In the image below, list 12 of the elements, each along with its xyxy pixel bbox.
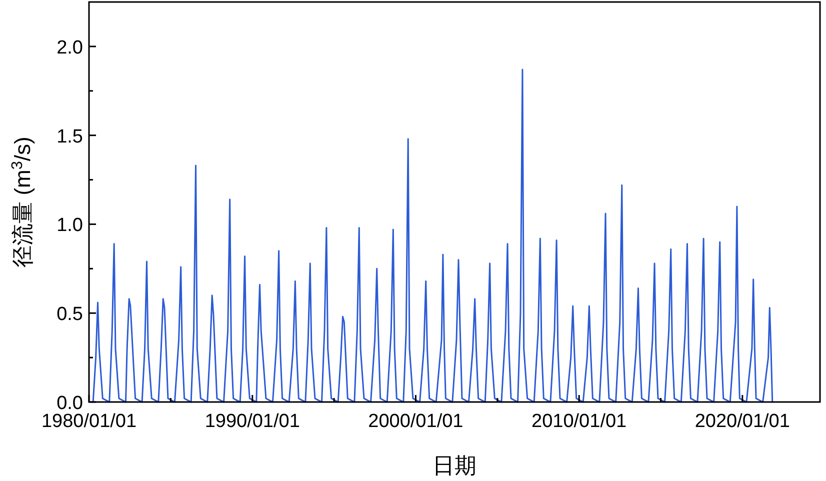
x-tick-label: 2000/01/01 [368, 411, 464, 432]
y-tick-label: 1.5 [56, 126, 83, 148]
x-tick-label: 2020/01/01 [694, 411, 790, 432]
line-series [92, 68, 774, 403]
y-tick-label: 2.0 [56, 37, 83, 58]
x-tick-label: 2010/01/01 [532, 411, 627, 432]
y-tick-label: 0.0 [56, 393, 83, 414]
y-tick-label: 0.5 [56, 304, 83, 326]
x-tick-label: 1990/01/01 [204, 411, 300, 432]
y-tick-label: 1.0 [56, 215, 83, 236]
x-axis-title: 日期 [432, 454, 476, 479]
x-tick-label: 1980/01/01 [41, 411, 137, 432]
